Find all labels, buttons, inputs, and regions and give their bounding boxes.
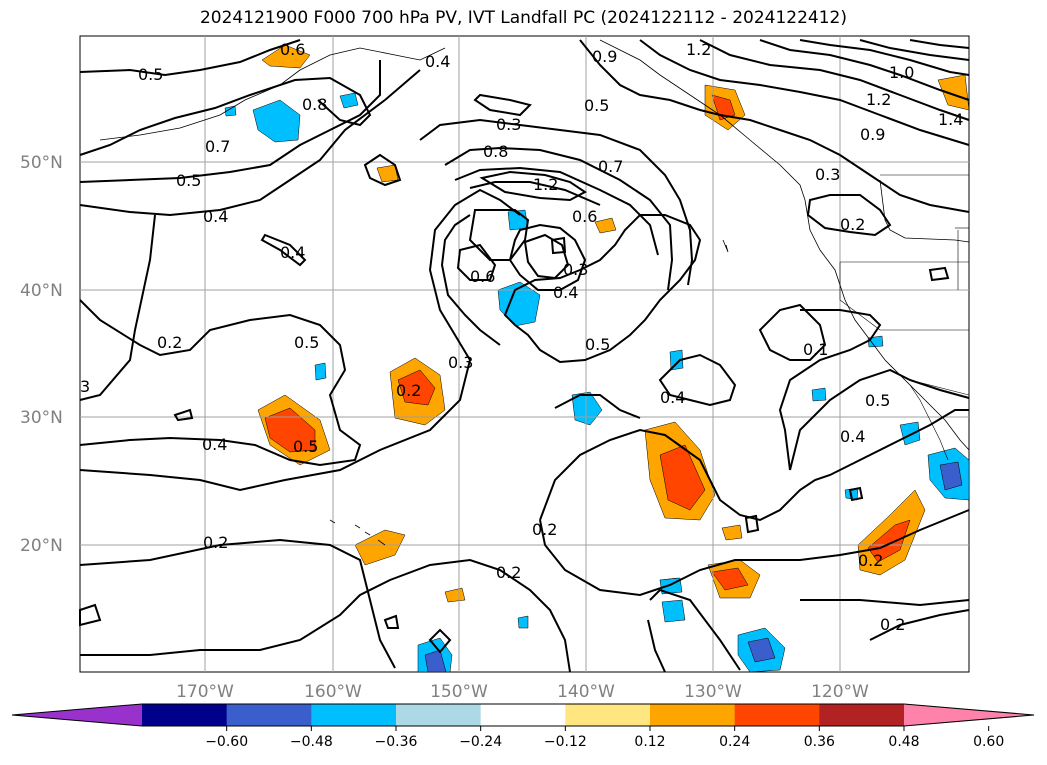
contour-labels: 0.5 0.6 0.4 0.7 0.8 0.5 0.4 0.4 0.2 0.5 … — [80, 40, 963, 634]
colorbar-segment — [396, 704, 482, 726]
colorbar-segment — [311, 704, 397, 726]
contour-label: 0.2 — [858, 551, 883, 570]
latitude-label: 40°N — [20, 281, 63, 301]
longitude-label: 130°W — [684, 682, 742, 702]
contour-label: 0.2 — [157, 333, 182, 352]
colorbar-tick-label: −0.48 — [290, 734, 333, 750]
contour-label: 0.4 — [202, 435, 227, 454]
longitude-label: 160°W — [304, 682, 362, 702]
contour-label: 3 — [80, 377, 90, 396]
longitude-label: 120°W — [811, 682, 869, 702]
contour-label: 0.6 — [470, 267, 495, 286]
contour-label: 1.2 — [686, 40, 711, 59]
contour-lines — [79, 39, 970, 673]
contour-label: 0.2 — [532, 520, 557, 539]
longitude-label: 150°W — [430, 682, 488, 702]
contour-label: 1.0 — [889, 63, 914, 82]
contour-label: 0.2 — [840, 215, 865, 234]
colorbar-segment — [650, 704, 736, 726]
longitude-label: 170°W — [176, 682, 234, 702]
colorbar-segment — [480, 704, 566, 726]
contour-label: 0.2 — [396, 381, 421, 400]
contour-label: 0.8 — [483, 142, 508, 161]
contour-label: 0.3 — [815, 165, 840, 184]
latitude-label: 20°N — [20, 536, 63, 556]
contour-label: 1.2 — [533, 175, 558, 194]
colorbar-segment — [819, 704, 905, 726]
contour-label: 0.5 — [138, 65, 163, 84]
colorbar-segment — [226, 704, 312, 726]
colorbar-tick-label: 0.48 — [888, 734, 919, 750]
map-title: 2024121900 F000 700 hPa PV, IVT Landfall… — [199, 8, 847, 28]
colorbar-segment — [565, 704, 651, 726]
colorbar-segment — [142, 704, 228, 726]
contour-label: 0.5 — [294, 333, 319, 352]
latitude-label: 30°N — [20, 408, 63, 428]
contour-label: 0.4 — [425, 52, 450, 71]
colorbar: −0.60 −0.48 −0.36 −0.24 −0.12 0.12 0.24 0.36 0.4… — [11, 703, 1035, 750]
contour-label: 0.2 — [496, 563, 521, 582]
colorbar-extend-min — [12, 704, 142, 726]
contour-label: 1.4 — [938, 110, 963, 129]
contour-label: 1.2 — [866, 90, 891, 109]
contour-label: 0.6 — [572, 207, 597, 226]
graticule — [80, 36, 969, 672]
contour-label: 0.6 — [280, 40, 305, 59]
contour-label: 0.8 — [302, 95, 327, 114]
contour-label: 0.1 — [803, 340, 828, 359]
colorbar-tick-label: 0.12 — [634, 734, 665, 750]
contour-label: 0.5 — [585, 335, 610, 354]
latitude-label: 50°N — [20, 153, 63, 173]
colorbar-tick-label: 0.60 — [973, 734, 1004, 750]
contour-label: 0.3 — [496, 115, 521, 134]
contour-label: 0.5 — [865, 391, 890, 410]
contour-label: 0.4 — [280, 243, 305, 262]
colorbar-outline — [11, 703, 1035, 727]
colorbar-tick-label: −0.24 — [459, 734, 502, 750]
contour-label: 0.4 — [840, 427, 865, 446]
colorbar-tick-label: −0.60 — [205, 734, 248, 750]
colorbar-extend-max — [904, 704, 1034, 726]
contour-label: 0.4 — [203, 207, 228, 226]
colorbar-segment — [734, 704, 820, 726]
contour-label: 0.7 — [598, 157, 623, 176]
contour-label: 0.7 — [205, 137, 230, 156]
contour-label: 0.5 — [293, 437, 318, 456]
contour-label: 0.9 — [860, 125, 885, 144]
latitude-labels: 50°N 40°N 30°N 20°N — [20, 153, 63, 556]
contour-label: 0.4 — [553, 283, 578, 302]
contour-label: 0.9 — [592, 47, 617, 66]
contour-label: 0.3 — [563, 260, 588, 279]
colorbar-tick-label: 0.24 — [719, 734, 750, 750]
contour-label: 0.5 — [176, 171, 201, 190]
map-panel: 0.5 0.6 0.4 0.7 0.8 0.5 0.4 0.4 0.2 0.5 … — [79, 35, 970, 673]
colorbar-tick-label: −0.12 — [544, 734, 587, 750]
contour-label: 0.3 — [448, 353, 473, 372]
contour-label: 0.4 — [660, 388, 685, 407]
shading-layer — [224, 44, 970, 673]
longitude-labels: 170°W 160°W 150°W 140°W 130°W 120°W — [176, 682, 869, 702]
colorbar-tick-label: −0.36 — [375, 734, 418, 750]
longitude-label: 140°W — [557, 682, 615, 702]
contour-label: 0.2 — [880, 615, 905, 634]
contour-label: 0.5 — [584, 96, 609, 115]
colorbar-tick-label: 0.36 — [804, 734, 835, 750]
contour-label: 0.2 — [203, 533, 228, 552]
